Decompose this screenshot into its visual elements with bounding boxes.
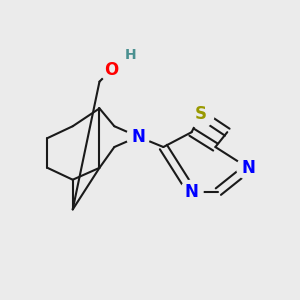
Text: O: O [104, 61, 118, 79]
Circle shape [127, 125, 149, 148]
Text: N: N [241, 159, 255, 177]
Text: S: S [194, 105, 206, 123]
Circle shape [100, 58, 123, 81]
Circle shape [237, 156, 260, 179]
Text: H: H [125, 48, 136, 62]
Text: N: N [185, 183, 199, 201]
Circle shape [123, 47, 139, 63]
Circle shape [180, 180, 203, 203]
Text: N: N [131, 128, 145, 146]
Circle shape [187, 101, 214, 128]
